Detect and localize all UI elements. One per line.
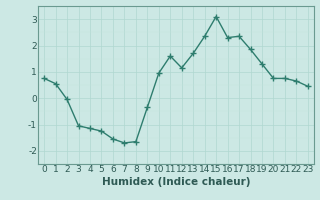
X-axis label: Humidex (Indice chaleur): Humidex (Indice chaleur) [102,177,250,187]
